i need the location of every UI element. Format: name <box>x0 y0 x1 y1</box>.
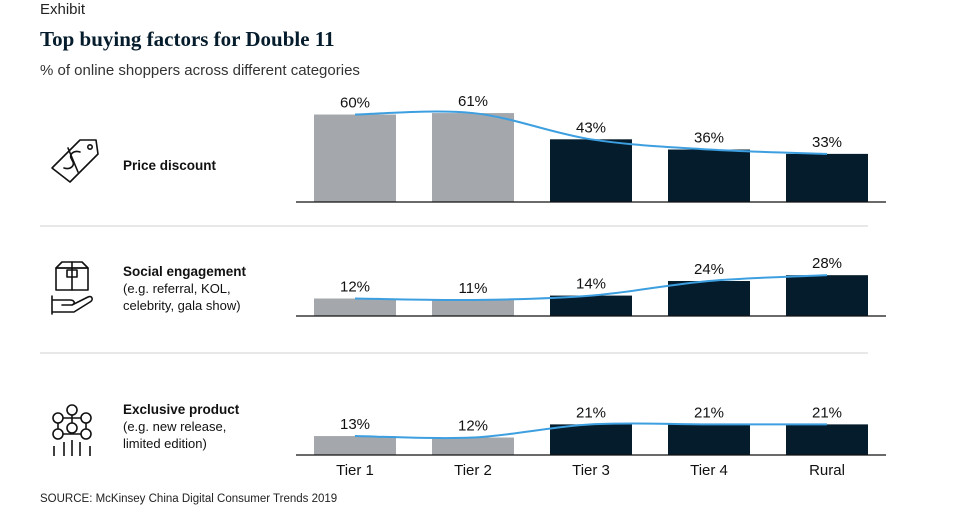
value-label: 11% <box>459 280 488 297</box>
x-tick-label: Tier 4 <box>690 462 728 479</box>
x-tick-label: Rural <box>809 462 845 479</box>
chart-row: Social engagement (e.g. referral, KOL, cel… <box>123 255 886 317</box>
bar-tier-2 <box>432 113 514 202</box>
bar-tier-1 <box>314 114 396 202</box>
value-label: 33% <box>812 134 842 151</box>
row-title: Exclusive product <box>123 402 240 417</box>
bar-tier-2 <box>432 299 514 316</box>
value-label: 43% <box>576 119 606 136</box>
bar-tier-4 <box>668 149 750 202</box>
trend-line <box>354 274 828 302</box>
bar-rural <box>786 275 868 316</box>
bar-rural <box>786 424 868 455</box>
row-subtitle: (e.g. referral, KOL, <box>123 281 231 296</box>
trend-line <box>354 422 827 440</box>
x-tick-label: Tier 1 <box>336 462 374 479</box>
value-label: 60% <box>340 95 370 112</box>
bar-tier-4 <box>668 281 750 316</box>
x-tick-label: Tier 3 <box>572 462 610 479</box>
trend-line <box>354 110 828 155</box>
gift-box-hand-icon <box>51 261 93 315</box>
chart-title: Top buying factors for Double 11 <box>40 27 335 51</box>
bar-tier-1 <box>314 436 396 455</box>
value-label: 12% <box>458 418 488 435</box>
network-nodes-icon <box>52 404 92 456</box>
value-label: 21% <box>812 404 842 421</box>
bar-tier-3 <box>550 139 632 202</box>
chart-row: Price discount 60% 61% 43% 36% 33% <box>123 93 886 203</box>
bar-tier-3 <box>550 295 632 316</box>
bar-rural <box>786 153 868 202</box>
price-tag-icon <box>51 139 99 183</box>
chart-subtitle: % of online shoppers across different ca… <box>40 62 360 79</box>
row-title: Social engagement <box>123 264 247 279</box>
bar-tier-1 <box>314 298 396 316</box>
row-subtitle: celebrity, gala show) <box>123 298 241 313</box>
row-subtitle: (e.g. new release, <box>123 419 226 434</box>
value-label: 36% <box>694 130 724 147</box>
bar-tier-3 <box>550 424 632 455</box>
value-label: 21% <box>576 404 606 421</box>
chart-row: Exclusive product (e.g. new release, limit… <box>123 402 886 456</box>
bar-tier-2 <box>432 437 514 455</box>
value-label: 12% <box>340 279 370 296</box>
value-label: 24% <box>694 261 724 278</box>
row-title: Price discount <box>123 158 217 173</box>
value-label: 61% <box>458 93 488 110</box>
exhibit-label: Exhibit <box>40 1 86 18</box>
bar-tier-4 <box>668 424 750 455</box>
value-label: 28% <box>812 255 842 272</box>
value-label: 21% <box>694 404 724 421</box>
value-label: 14% <box>576 276 606 293</box>
source-note: SOURCE: McKinsey China Digital Consumer … <box>40 493 338 505</box>
row-subtitle: limited edition) <box>123 436 207 451</box>
value-label: 13% <box>340 416 370 433</box>
x-tick-label: Tier 2 <box>454 462 492 479</box>
